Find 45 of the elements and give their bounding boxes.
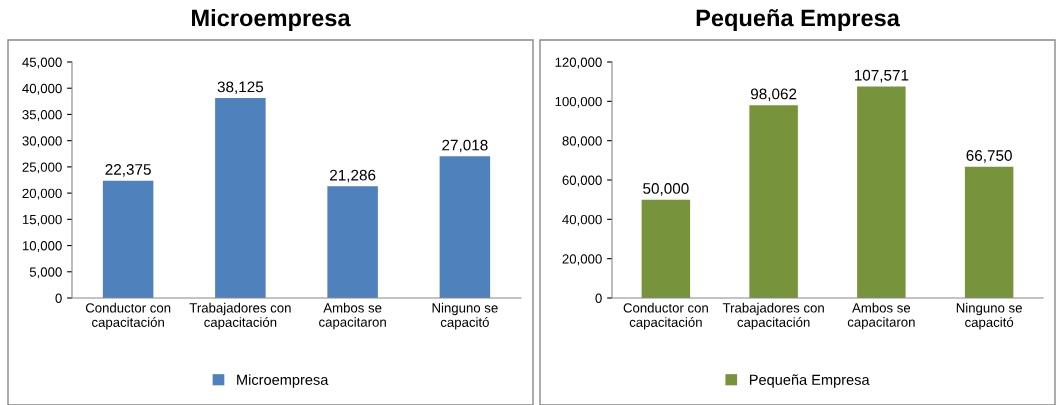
y-tick-label: 25,000: [22, 162, 62, 174]
y-tick-label: 10,000: [22, 241, 62, 253]
y-tick-label: 40,000: [562, 214, 602, 226]
chart-title: Pequeña Empresa: [696, 9, 901, 31]
y-tick-label: 20,000: [22, 188, 62, 200]
bar: [641, 199, 691, 298]
text: 98,062: [750, 88, 797, 102]
text: 50,000: [643, 183, 689, 196]
y-tick-label: 80,000: [562, 136, 602, 148]
bar: [215, 98, 266, 298]
bar: [327, 186, 378, 298]
y-tick-label: 20,000: [562, 254, 602, 266]
text: 27,018: [442, 139, 488, 153]
y-tick-label: 100,000: [555, 96, 602, 108]
legend-label: Microempresa: [237, 374, 329, 388]
bar: [439, 156, 491, 298]
y-tick-label: 30,000: [22, 136, 62, 148]
y-tick-label: 5,000: [29, 267, 62, 279]
y-tick-label: 40,000: [22, 83, 62, 95]
y-tick-label: 60,000: [562, 175, 602, 187]
bar: [749, 105, 798, 298]
y-tick-label: 45,000: [22, 57, 62, 69]
x-tick-label: Trabajadores con capacitación: [722, 302, 824, 330]
y-tick-label: 120,000: [555, 57, 602, 69]
y-tick-label: 15,000: [22, 214, 62, 226]
x-tick-label: Trabajadores con capacitación: [189, 302, 291, 330]
legend-label: Pequeña Empresa: [749, 374, 870, 388]
text: 21,286: [330, 169, 376, 183]
text: 38,125: [217, 81, 264, 95]
bar: [964, 166, 1014, 298]
text: 22,375: [105, 164, 151, 177]
x-tick-label: Ninguno se capacitó: [956, 302, 1022, 330]
y-tick-label: 0: [55, 293, 62, 303]
x-tick-label: Conductor con capacitación: [85, 302, 171, 330]
text: 107,571: [854, 69, 909, 83]
bar: [857, 86, 906, 298]
x-tick-label: Conductor con capacitación: [623, 302, 708, 330]
chart-title: Microempresa: [192, 9, 351, 31]
bar: [102, 180, 154, 298]
x-tick-label: Ninguno se capacitó: [432, 302, 498, 330]
x-tick-label: Ambos se capacitaron: [847, 302, 915, 330]
x-tick-label: Ambos se capacitaron: [319, 302, 386, 330]
y-tick-label: 35,000: [22, 110, 62, 121]
y-tick-label: 0: [595, 293, 602, 303]
text: 66,750: [966, 150, 1012, 163]
